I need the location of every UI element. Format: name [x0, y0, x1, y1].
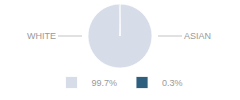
svg-text:WHITE: WHITE — [27, 31, 56, 41]
svg-text:0.3%: 0.3% — [162, 78, 183, 88]
svg-text:99.7%: 99.7% — [92, 78, 118, 88]
svg-text:ASIAN: ASIAN — [184, 31, 211, 41]
